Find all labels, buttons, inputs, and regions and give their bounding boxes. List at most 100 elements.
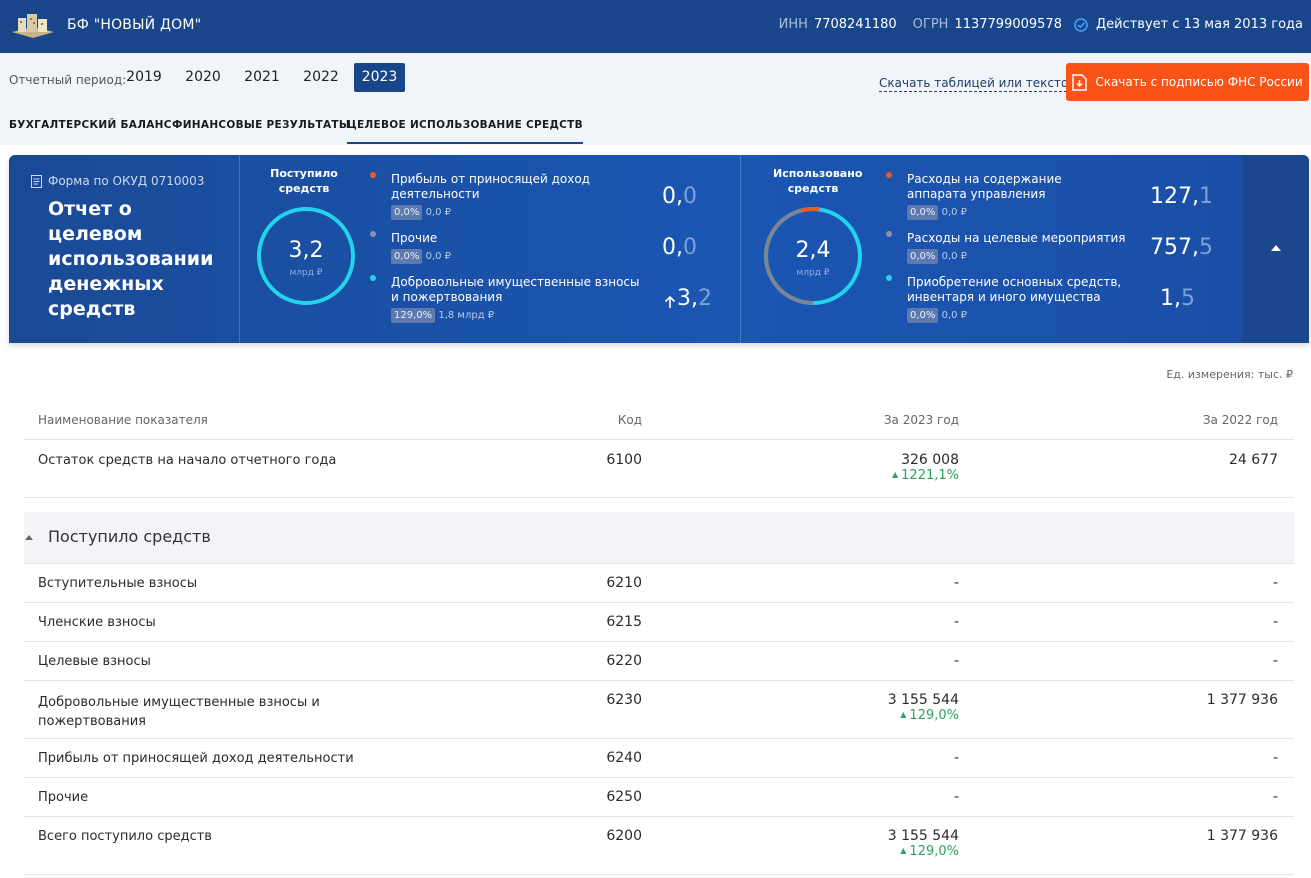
table-row: Прибыль от приносящей доход деятельности… (24, 739, 1294, 778)
year-2023-button[interactable]: 2023 (354, 63, 405, 92)
col-name-header: Наименование показателя (38, 413, 208, 427)
received-item-pct: 129,0% (391, 308, 436, 323)
tab-target-use[interactable]: ЦЕЛЕВОЕ ИСПОЛЬЗОВАНИЕ СРЕДСТВ (347, 119, 583, 144)
row-2023-value: - (953, 789, 959, 805)
received-item-value: 0,0 (662, 184, 697, 209)
received-item-name: Прибыль от приносящей доход деятельности (391, 172, 590, 201)
arrow-up-icon (664, 295, 676, 308)
report-toolbar: Отчетный период: 2019 2020 2021 2022 202… (0, 53, 1311, 145)
row-2023-value: - (953, 614, 959, 630)
inn-label: ИНН (778, 17, 808, 32)
form-code-text: Форма по ОКУД 0710003 (48, 174, 205, 188)
row-2022-value: - (1272, 575, 1278, 591)
used-item-value: 127,1 (1150, 184, 1213, 209)
tab-financial-results[interactable]: ФИНАНСОВЫЕ РЕЗУЛЬТАТЫ (172, 119, 351, 131)
received-item-pct: 0,0% (391, 205, 423, 220)
row-code: 6220 (606, 653, 642, 669)
delta-up-icon: ▲ (892, 470, 899, 479)
collapse-panel-button[interactable] (1242, 155, 1309, 343)
legend-dot (370, 275, 376, 281)
received-item-prev: 1,8 млрд ₽ (438, 310, 495, 321)
legend-dot (886, 172, 892, 178)
row-2023-value: 3 155 544 ▲ 129,0% (724, 828, 959, 859)
used-item: Приобретение основных средств, инвентаря… (907, 275, 1127, 323)
received-unit: млрд ₽ (289, 268, 323, 278)
used-item-value: 757,5 (1150, 235, 1213, 260)
col-2022-header: За 2022 год (1202, 413, 1278, 427)
table-row: Целевые взносы 6220 - - (24, 642, 1294, 681)
received-item: Прибыль от приносящей доход деятельности… (391, 172, 601, 220)
row-2023-delta: ▲ 129,0% (900, 708, 959, 723)
used-item-prev: 0,0 ₽ (941, 310, 968, 321)
report-title: Отчет о целевом использовании денежных с… (48, 198, 214, 320)
chevron-up-icon (1271, 245, 1281, 251)
year-2020-button[interactable]: 2020 (185, 69, 221, 85)
section-received-header[interactable]: Поступило средств (24, 512, 1294, 564)
tab-balance[interactable]: БУХГАЛТЕРСКИЙ БАЛАНС (9, 119, 172, 131)
row-2023-value: - (953, 653, 959, 669)
row-2023-delta: ▲ 1221,1% (892, 468, 959, 483)
report-summary-panel: Форма по ОКУД 0710003 Отчет о целевом ис… (9, 155, 1309, 343)
received-item-name: Добровольные имущественные взносы и поже… (391, 275, 640, 304)
used-item-pct: 0,0% (907, 308, 939, 323)
row-name: Целевые взносы (38, 654, 151, 669)
used-item: Расходы на содержание аппарата управлени… (907, 172, 1117, 220)
row-code: 6240 (606, 750, 642, 766)
divider (740, 155, 741, 343)
row-name: Членские взносы (38, 615, 156, 630)
ogrn-label: ОГРН (912, 17, 949, 32)
delta-up-icon: ▲ (900, 710, 907, 719)
legend-dot (886, 275, 892, 281)
row-2022-value: - (1272, 653, 1278, 669)
row-2023-value: - (953, 750, 959, 766)
table-row: Всего поступило средств 6200 3 155 544 ▲… (24, 817, 1294, 875)
table-row: Прочие 6250 - - (24, 778, 1294, 817)
row-2022-value: 1 377 936 (1206, 828, 1278, 844)
received-item-prev: 0,0 ₽ (425, 207, 452, 218)
row-2023-value: 3 155 544 ▲ 129,0% (724, 692, 959, 723)
org-name: БФ "НОВЫЙ ДОМ" (67, 17, 202, 33)
legend-dot (370, 231, 376, 237)
download-signed-button[interactable]: Скачать с подписью ФНС России (1066, 63, 1309, 101)
row-code: 6215 (606, 614, 642, 630)
used-item: Расходы на целевые мероприятия 0,0% 0,0 … (907, 231, 1127, 264)
row-name: Вступительные взносы (38, 576, 198, 591)
received-item-pct: 0,0% (391, 249, 423, 264)
report-table: Наименование показателя Код За 2023 год … (24, 400, 1294, 875)
used-item-name: Расходы на целевые мероприятия (907, 231, 1126, 245)
form-code: Форма по ОКУД 0710003 (31, 174, 204, 188)
used-ring-chart (764, 207, 862, 305)
row-name: Добровольные имущественные взносы и пожер… (38, 695, 320, 729)
inn-value: 7708241180 (813, 17, 897, 32)
year-2022-button[interactable]: 2022 (303, 69, 339, 85)
used-item-name: Приобретение основных средств, инвентаря… (907, 275, 1122, 304)
table-row: Добровольные имущественные взносы и пожер… (24, 681, 1294, 739)
row-code: 6100 (606, 452, 642, 468)
form-document-icon (31, 174, 42, 188)
used-unit: млрд ₽ (796, 268, 830, 278)
table-header: Наименование показателя Код За 2023 год … (24, 400, 1294, 440)
received-ring-chart (257, 207, 355, 305)
row-2022-value: - (1272, 614, 1278, 630)
used-item-prev: 0,0 ₽ (941, 251, 968, 262)
year-2019-button[interactable]: 2019 (126, 69, 162, 85)
received-total: 3,2 (288, 238, 324, 263)
used-item-value: 1,5 (1160, 286, 1195, 311)
used-item-pct: 0,0% (907, 205, 939, 220)
delta-up-icon: ▲ (900, 846, 907, 855)
col-2023-header: За 2023 год (883, 413, 959, 427)
year-2021-button[interactable]: 2021 (244, 69, 280, 85)
received-item: Добровольные имущественные взносы и поже… (391, 275, 641, 323)
status-text: Действует с 13 мая 2013 года (1095, 17, 1303, 32)
used-item-pct: 0,0% (907, 249, 939, 264)
received-label: Поступило средств (270, 167, 338, 195)
download-table-link[interactable]: Скачать таблицей или текстом (879, 76, 1078, 92)
used-item-prev: 0,0 ₽ (941, 207, 968, 218)
download-signed-label: Скачать с подписью ФНС России (1095, 75, 1303, 89)
legend-dot (370, 172, 376, 178)
top-bar: БФ "НОВЫЙ ДОМ" ИНН 7708241180 ОГРН 11377… (0, 0, 1311, 53)
download-document-icon (1072, 73, 1088, 91)
caret-up-icon (25, 535, 33, 540)
row-code: 6230 (606, 692, 642, 708)
row-2023-value: - (953, 575, 959, 591)
